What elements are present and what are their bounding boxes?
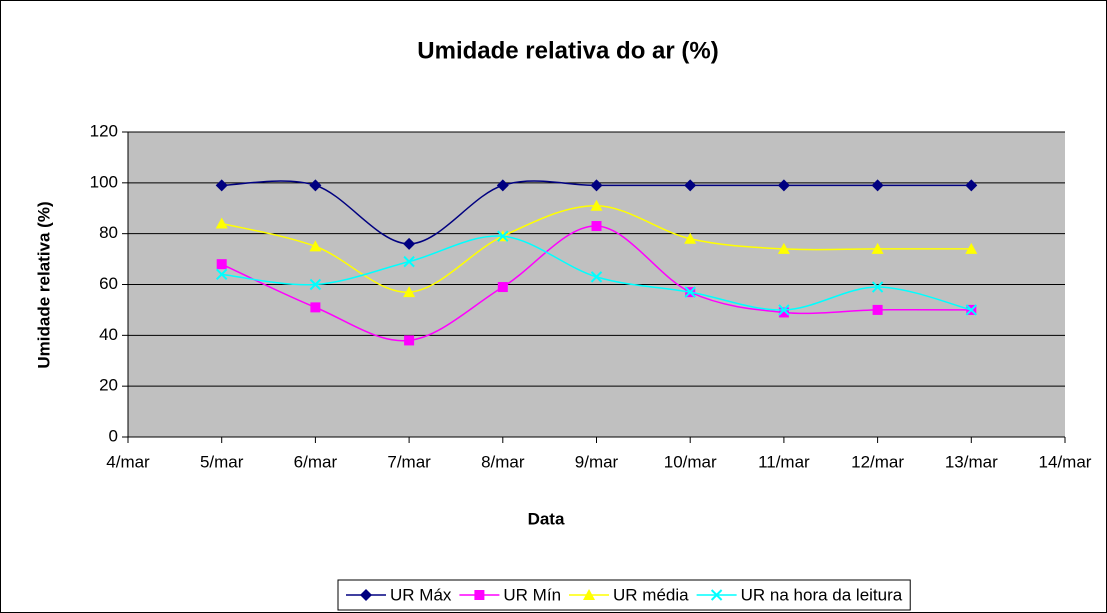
x-tick-label: 13/mar [945,452,998,471]
marker [871,281,884,293]
x-tick-label: 14/mar [1039,452,1092,471]
marker [404,335,415,346]
marker [216,259,227,270]
y-tick-label: 0 [109,426,118,445]
marker [777,242,790,254]
y-tick-label: 120 [90,121,118,140]
x-tick-label: 11/mar [758,452,810,471]
marker [684,286,696,298]
marker [583,589,596,600]
y-tick-label: 40 [99,325,118,344]
marker [871,242,884,254]
x-tick-label: 5/mar [200,452,244,471]
marker [778,304,790,316]
legend-label: UR na hora da leitura [741,585,903,604]
marker [591,221,602,232]
marker [403,255,415,268]
y-axis-title: Umidade relativa (%) [34,201,53,368]
marker [965,242,978,254]
x-tick-label: 9/mar [575,452,619,471]
marker [777,179,790,192]
marker [710,589,723,601]
x-tick-label: 10/mar [664,452,717,471]
marker [360,589,372,601]
marker [684,232,697,244]
marker [215,179,228,192]
marker [474,590,485,600]
chart-title: Umidade relativa do ar (%) [417,37,718,64]
marker [684,179,697,192]
legend: UR Máx UR Mín UR média UR na hora da leitur… [337,579,911,611]
legend-label: UR Mín [503,585,561,604]
marker [965,179,978,192]
marker [309,179,322,192]
legend-label: UR média [613,585,689,604]
y-tick-label: 80 [99,223,118,242]
marker [590,271,603,283]
series-line [221,180,972,245]
marker [590,179,603,192]
marker [310,302,321,313]
marker [872,304,883,315]
x-axis-title: Data [528,509,565,528]
marker [309,240,322,252]
y-tick-label: 100 [90,172,118,191]
marker [496,179,509,192]
x-tick-label: 7/mar [387,452,431,471]
x-tick-label: 6/mar [294,452,338,471]
x-tick-label: 12/mar [851,452,904,471]
marker [871,179,884,192]
legend-label: UR Máx [390,585,452,604]
marker [215,268,228,281]
marker [309,278,322,291]
x-tick-label: 8/mar [481,452,525,471]
legend-box [337,579,911,611]
marker [215,217,228,229]
marker [965,304,978,316]
marker [497,230,509,242]
marker [403,237,416,250]
marker [778,307,789,318]
marker [590,199,603,211]
y-tick-label: 20 [99,376,118,395]
y-tick-label: 60 [99,274,118,293]
x-tick-label: 4/mar [106,452,150,471]
marker [497,282,508,293]
marker [403,286,416,298]
